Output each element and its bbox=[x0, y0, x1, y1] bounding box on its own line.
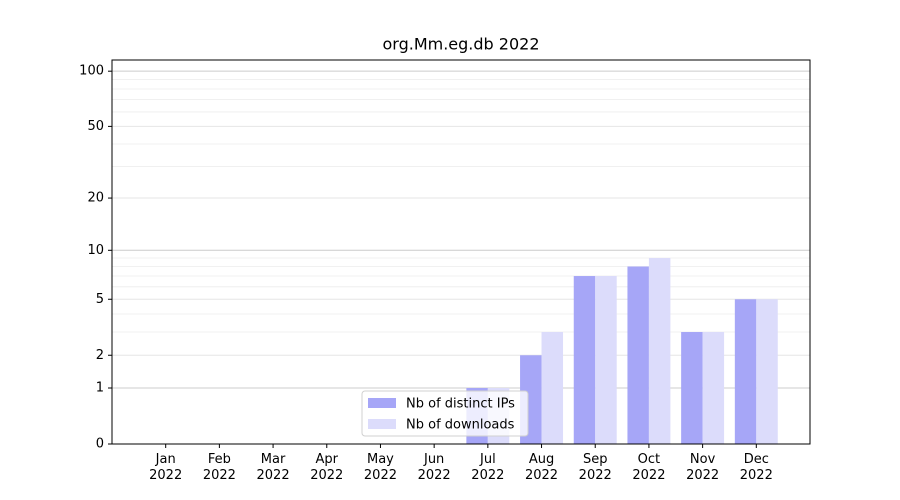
x-tick-label: Jan 2022 bbox=[149, 452, 183, 483]
y-tick-label: 1 bbox=[96, 381, 104, 396]
y-tick-label: 2 bbox=[96, 348, 104, 363]
x-tick-label: Apr 2022 bbox=[310, 452, 344, 483]
y-tick-label: 100 bbox=[79, 64, 104, 79]
y-tick-label: 5 bbox=[96, 292, 104, 307]
x-tick-label: Oct 2022 bbox=[632, 452, 666, 483]
plot-frame bbox=[111, 59, 811, 445]
bar bbox=[648, 257, 671, 444]
bar bbox=[702, 332, 725, 444]
legend-label: Nb of downloads bbox=[406, 418, 515, 433]
legend-swatch bbox=[368, 419, 396, 429]
y-tick-label: 50 bbox=[87, 119, 104, 134]
x-tick-label: Aug 2022 bbox=[524, 452, 559, 483]
x-tick-label: Jun 2022 bbox=[417, 452, 451, 483]
bar bbox=[756, 299, 778, 444]
x-tick-label: Sep 2022 bbox=[578, 452, 612, 483]
legend-swatch bbox=[368, 398, 396, 408]
x-tick-label: Mar 2022 bbox=[256, 452, 290, 483]
bar bbox=[734, 299, 757, 444]
bar bbox=[541, 332, 564, 444]
bar bbox=[627, 266, 649, 444]
y-tick-label: 0 bbox=[96, 437, 104, 452]
x-tick-label: Nov 2022 bbox=[686, 452, 720, 483]
x-tick-label: Feb 2022 bbox=[202, 452, 236, 483]
legend: Nb of distinct IPs Nb of downloads bbox=[361, 390, 529, 437]
y-tick-label: 10 bbox=[87, 243, 104, 258]
bar bbox=[681, 332, 703, 444]
legend-label: Nb of distinct IPs bbox=[406, 397, 515, 412]
chart-title: org.Mm.eg.db 2022 bbox=[382, 35, 539, 54]
bar bbox=[573, 276, 596, 444]
legend-frame bbox=[361, 390, 529, 437]
x-tick-label: May 2022 bbox=[363, 452, 397, 483]
bar bbox=[595, 276, 617, 444]
x-tick-label: Jul 2022 bbox=[471, 452, 505, 483]
x-tick-label: Dec 2022 bbox=[739, 452, 773, 483]
y-tick-label: 20 bbox=[87, 191, 104, 206]
